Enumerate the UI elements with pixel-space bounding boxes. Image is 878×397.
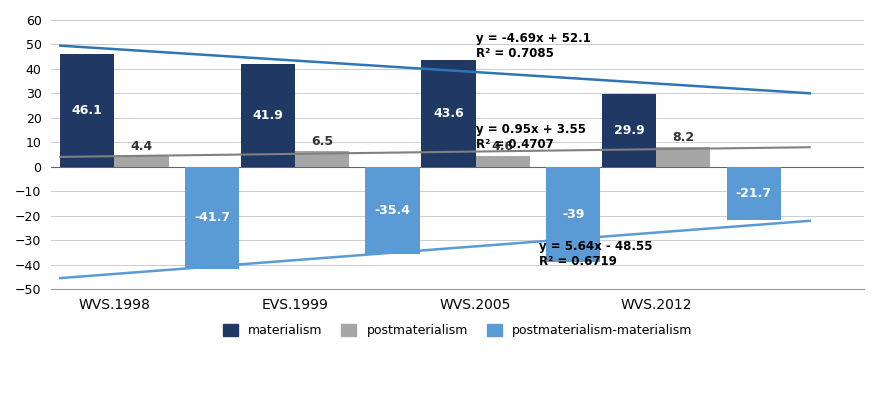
Bar: [475, 156, 529, 167]
Text: 8.2: 8.2: [672, 131, 694, 144]
Text: y = -4.69x + 52.1
R² = 0.7085: y = -4.69x + 52.1 R² = 0.7085: [475, 32, 590, 60]
Text: 41.9: 41.9: [252, 109, 283, 122]
Bar: [601, 94, 656, 167]
Bar: [295, 151, 349, 167]
Text: -39: -39: [561, 208, 584, 221]
Bar: [365, 167, 419, 254]
Bar: [421, 60, 475, 167]
Bar: [656, 147, 709, 167]
Text: 43.6: 43.6: [433, 107, 464, 120]
Text: 4.4: 4.4: [130, 140, 153, 153]
Text: 46.1: 46.1: [72, 104, 103, 117]
Bar: [61, 54, 114, 167]
Bar: [114, 156, 169, 167]
Text: 29.9: 29.9: [613, 124, 644, 137]
Text: y = 0.95x + 3.55
R² = 0.4707: y = 0.95x + 3.55 R² = 0.4707: [475, 123, 585, 151]
Text: -35.4: -35.4: [374, 204, 410, 217]
Bar: [241, 64, 295, 167]
Bar: [545, 167, 600, 262]
Bar: [726, 167, 780, 220]
Legend: materialism, postmaterialism, postmaterialism-materialism: materialism, postmaterialism, postmateri…: [218, 319, 696, 342]
Bar: [184, 167, 239, 269]
Text: y = 5.64x - 48.55
R² = 0.6719: y = 5.64x - 48.55 R² = 0.6719: [538, 240, 651, 268]
Text: 6.5: 6.5: [311, 135, 333, 148]
Text: -21.7: -21.7: [735, 187, 771, 200]
Text: -41.7: -41.7: [194, 211, 230, 224]
Text: 4.6: 4.6: [491, 140, 514, 153]
